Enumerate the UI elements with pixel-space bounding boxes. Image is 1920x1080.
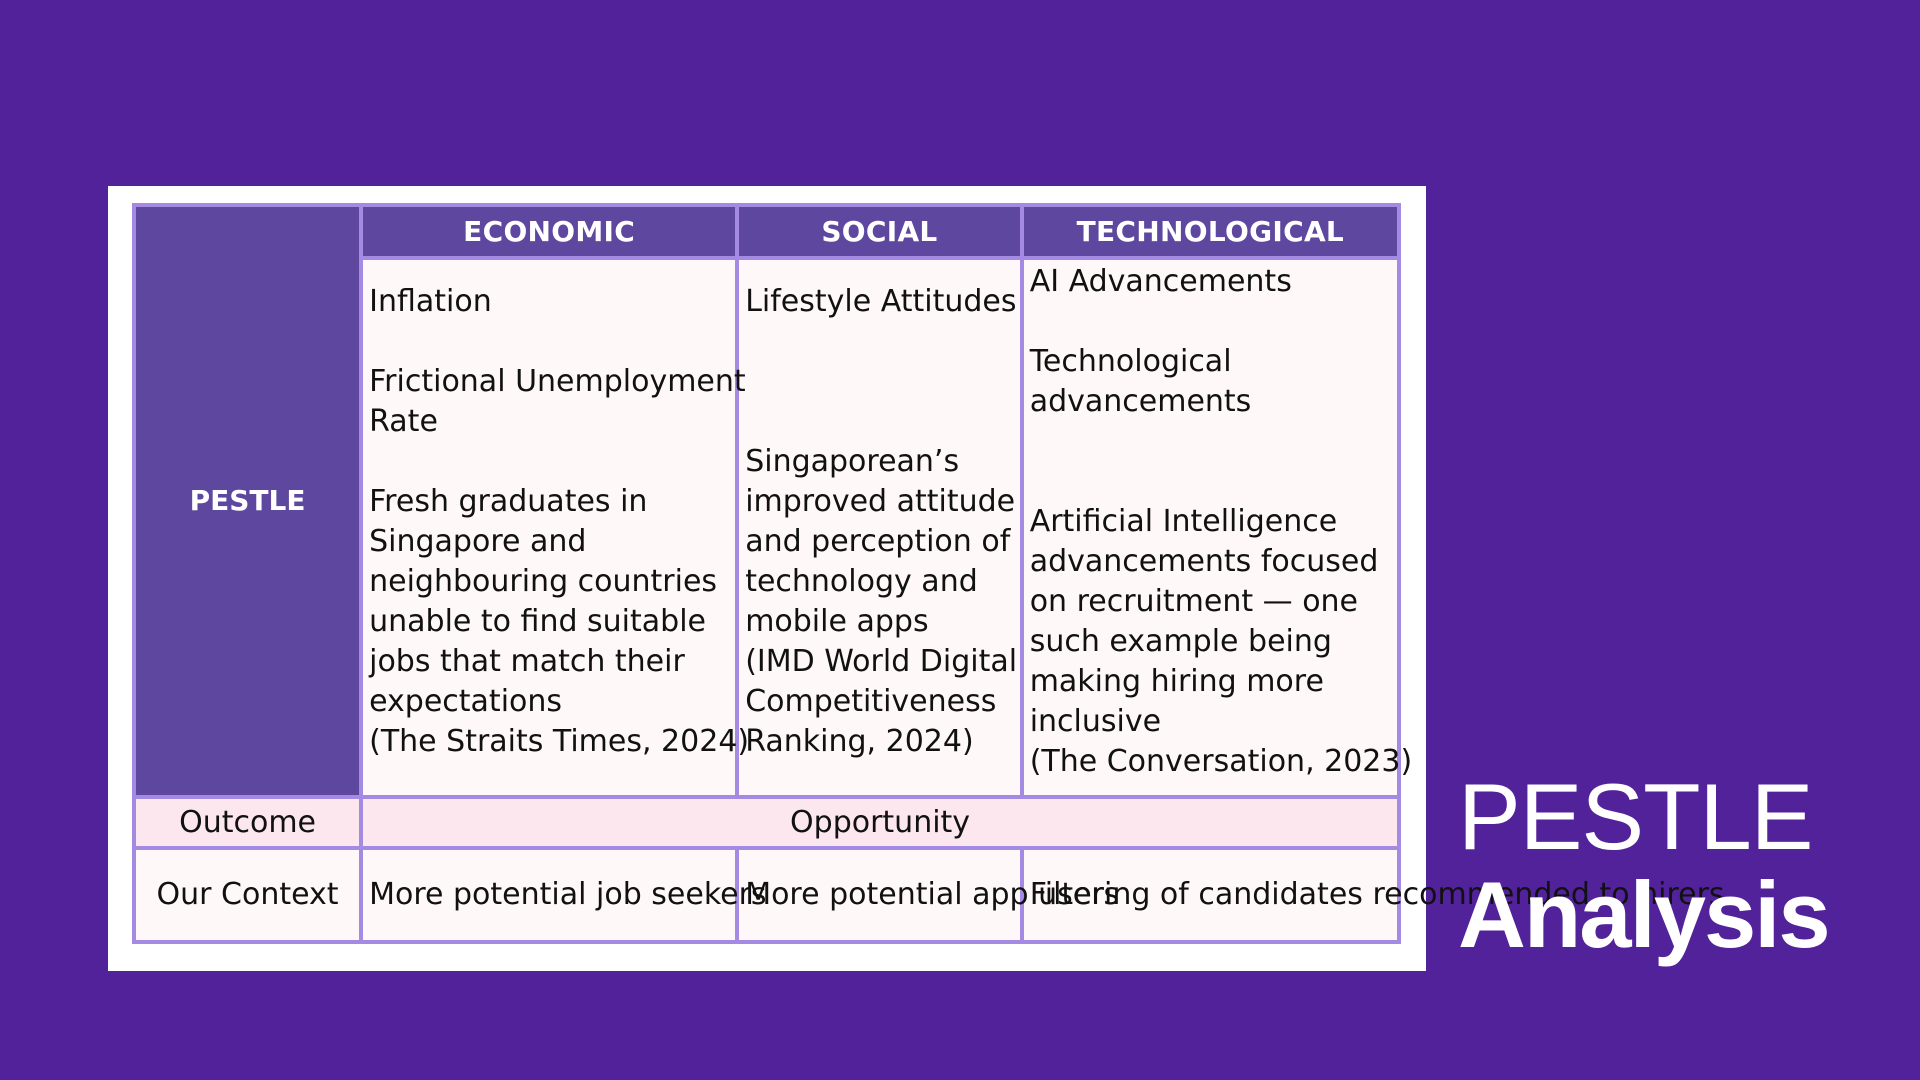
pestle-row-header: PESTLE: [131, 203, 364, 799]
tech-factor-ai: AI Advancements: [1029, 264, 1292, 300]
outcome-value: Opportunity: [359, 794, 1401, 850]
slide-title: PESTLE Analysis: [1458, 764, 1831, 967]
economic-detail-line: Singapore and: [369, 524, 587, 560]
technological-factors-cell: AI Advancements Technological advancemen…: [1019, 256, 1413, 799]
slide-title-line1: PESTLE: [1458, 764, 1813, 869]
social-detail-line: and perception of: [745, 524, 1011, 560]
outcome-label: Outcome: [131, 794, 364, 850]
context-economic-line: More potential job: [369, 876, 642, 912]
context-social: More potential app users: [735, 845, 1119, 945]
context-technological: Filtering of candidates recommended to h…: [1019, 845, 1725, 945]
tech-source: (The Conversation, 2023): [1029, 744, 1413, 780]
social-source: Competitiveness: [745, 684, 997, 720]
economic-factor-unemployment-cont: Rate: [369, 404, 438, 440]
column-header-social: SOCIAL: [735, 202, 1024, 261]
economic-detail-line: unable to find suitable: [369, 604, 706, 640]
pestle-table-card: PESTLE ECONOMIC SOCIAL TECHNOLOGICAL Inf…: [108, 186, 1725, 971]
economic-detail-line: neighbouring countries: [369, 564, 718, 600]
social-factor-lifestyle: Lifestyle Attitudes: [745, 284, 1017, 320]
column-header-technological: TECHNOLOGICAL: [1019, 202, 1402, 261]
tech-detail-line: making hiring more: [1029, 664, 1324, 700]
context-tech-line: recommended to hirers: [1372, 876, 1725, 912]
tech-detail-line: Artificial Intelligence: [1029, 504, 1338, 540]
column-header-economic: ECONOMIC: [359, 202, 740, 261]
context-social-line: More potential app: [745, 876, 1029, 912]
tech-detail-line: on recruitment — one: [1029, 584, 1359, 620]
tech-factor-advancements: Technological: [1029, 344, 1232, 380]
context-label: Our Context: [131, 845, 364, 945]
pestle-table: PESTLE ECONOMIC SOCIAL TECHNOLOGICAL Inf…: [131, 202, 1725, 945]
context-economic: More potential job seekers: [359, 845, 767, 945]
social-source: Ranking, 2024): [745, 724, 974, 760]
tech-detail-line: such example being: [1029, 624, 1332, 660]
economic-source: (The Straits Times, 2024): [369, 724, 750, 760]
economic-factor-unemployment: Frictional Unemployment: [369, 364, 746, 400]
social-factors-cell: Lifestyle Attitudes Singaporean’s improv…: [735, 256, 1024, 799]
slide-title-line2: Analysis: [1458, 862, 1831, 967]
economic-factor-inflation: Inflation: [369, 284, 492, 320]
social-detail-line: technology and: [745, 564, 978, 600]
social-source: (IMD World Digital: [745, 644, 1018, 680]
economic-detail-line: jobs that match their: [369, 644, 685, 680]
social-detail-line: Singaporean’s: [745, 444, 960, 480]
economic-detail-line: Fresh graduates in: [369, 484, 648, 520]
social-detail-line: improved attitude: [745, 484, 1016, 520]
context-tech-line: Filtering of candidates: [1029, 876, 1363, 912]
economic-detail-line: expectations: [369, 684, 563, 720]
social-detail-line: mobile apps: [745, 604, 929, 640]
tech-detail-line: inclusive: [1029, 704, 1162, 740]
tech-detail-line: advancements focused: [1029, 544, 1379, 580]
economic-factors-cell: Inflation Frictional Unemployment Rate F…: [359, 256, 750, 799]
tech-factor-advancements-cont: advancements: [1029, 384, 1252, 420]
